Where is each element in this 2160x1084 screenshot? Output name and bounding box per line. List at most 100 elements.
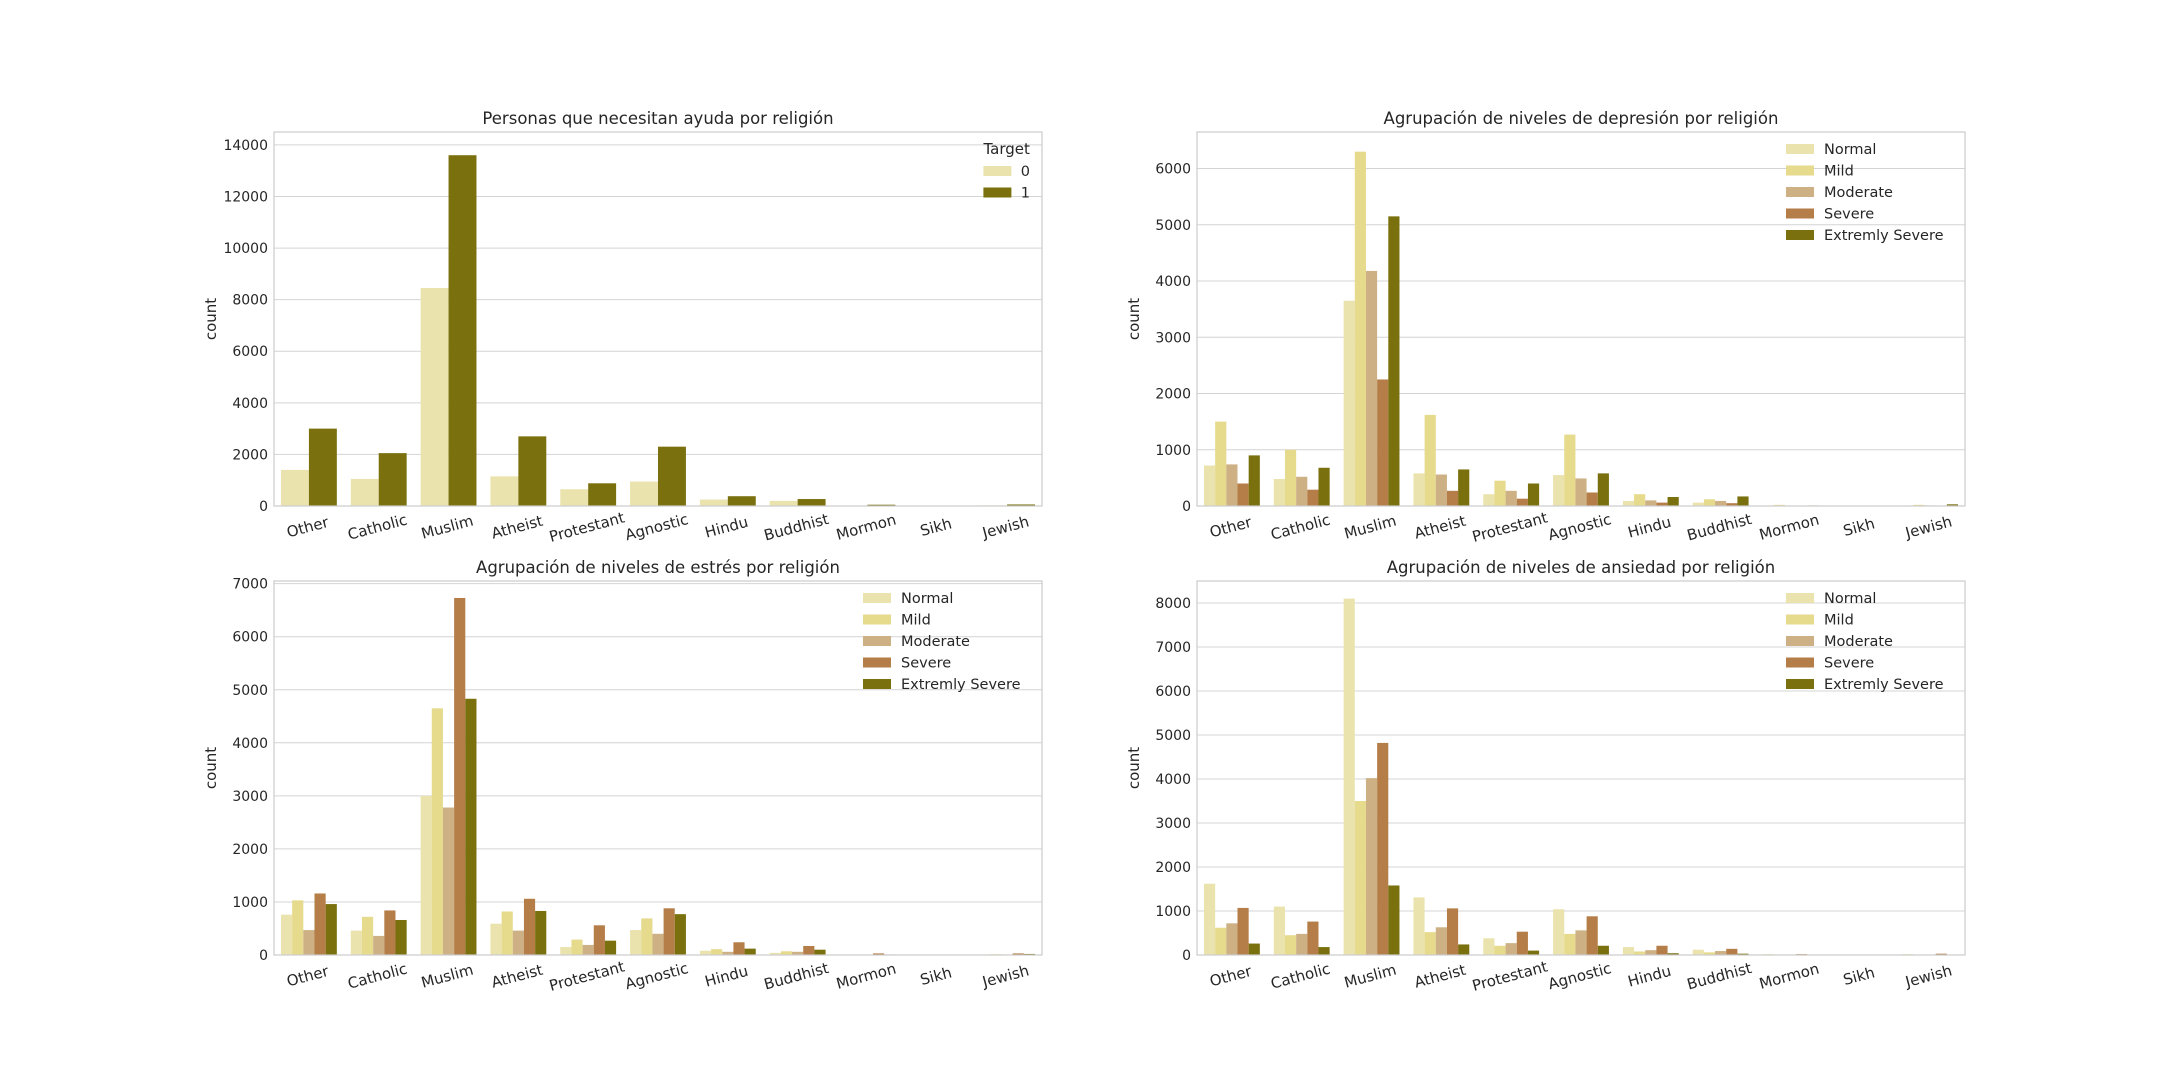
x-tick-label: Mormon bbox=[1757, 960, 1821, 993]
bar-severe-protestant bbox=[1517, 499, 1528, 506]
x-tick-label: Protestant bbox=[547, 508, 626, 545]
bar-normal-protestant bbox=[560, 947, 571, 955]
bar-1-muslim bbox=[449, 155, 477, 506]
legend-swatch bbox=[1786, 209, 1814, 219]
bar-1-protestant bbox=[588, 483, 616, 506]
bar-severe-catholic bbox=[1307, 922, 1318, 955]
x-tick-label: Protestant bbox=[1470, 957, 1549, 994]
legend-swatch bbox=[1786, 615, 1814, 625]
bar-severe-other bbox=[1237, 908, 1248, 955]
bar-0-buddhist bbox=[770, 501, 798, 506]
bar-extremly-severe-catholic bbox=[395, 920, 406, 955]
legend-label: Normal bbox=[1824, 591, 1876, 607]
x-tick-label: Atheist bbox=[489, 961, 544, 992]
x-tick-label: Hindu bbox=[1626, 513, 1673, 542]
bar-1-hindu bbox=[728, 496, 756, 506]
bar-severe-agnostic bbox=[1587, 916, 1598, 955]
bar-moderate-muslim bbox=[443, 808, 454, 955]
bar-mild-atheist bbox=[502, 911, 513, 955]
bar-moderate-hindu bbox=[1645, 500, 1656, 506]
y-tick-label: 6000 bbox=[1155, 162, 1191, 178]
legend-label: Extremly Severe bbox=[1824, 677, 1944, 693]
bar-normal-agnostic bbox=[1553, 475, 1564, 506]
y-tick-label: 7000 bbox=[1155, 640, 1191, 656]
bar-moderate-atheist bbox=[513, 931, 524, 955]
bar-moderate-catholic bbox=[1296, 934, 1307, 955]
x-tick-label: Catholic bbox=[346, 960, 409, 993]
legend-swatch bbox=[1786, 187, 1814, 197]
legend-swatch bbox=[983, 188, 1011, 198]
bar-normal-atheist bbox=[1413, 473, 1424, 506]
y-axis-label: count bbox=[202, 298, 220, 340]
bar-normal-protestant bbox=[1483, 938, 1494, 955]
x-tick-label: Muslim bbox=[1342, 961, 1398, 992]
bar-extremly-severe-hindu bbox=[745, 949, 756, 955]
bar-mild-muslim bbox=[432, 708, 443, 955]
y-tick-label: 14000 bbox=[223, 138, 268, 154]
bar-mild-other bbox=[1215, 928, 1226, 955]
bar-normal-protestant bbox=[1483, 494, 1494, 506]
bar-extremly-severe-muslim bbox=[1388, 216, 1399, 506]
bar-extremly-severe-agnostic bbox=[1598, 473, 1609, 506]
bar-mild-agnostic bbox=[641, 918, 652, 955]
legend-swatch bbox=[1786, 658, 1814, 668]
x-tick-label: Agnostic bbox=[623, 959, 690, 993]
bar-mild-other bbox=[1215, 422, 1226, 506]
y-tick-label: 6000 bbox=[232, 344, 268, 360]
bar-normal-buddhist bbox=[1693, 950, 1704, 955]
bar-normal-hindu bbox=[700, 951, 711, 955]
legend-label: Normal bbox=[901, 591, 953, 607]
legend-label: Severe bbox=[901, 656, 951, 672]
bar-normal-muslim bbox=[421, 796, 432, 955]
legend-swatch bbox=[863, 615, 891, 625]
x-tick-label: Muslim bbox=[419, 961, 475, 992]
bar-severe-muslim bbox=[1377, 379, 1388, 506]
legend-label: Mild bbox=[1824, 613, 1854, 629]
legend-swatch bbox=[1786, 230, 1814, 240]
x-tick-label: Muslim bbox=[1342, 512, 1398, 543]
bar-severe-catholic bbox=[384, 910, 395, 955]
y-tick-label: 2000 bbox=[232, 842, 268, 858]
bar-mild-catholic bbox=[362, 917, 373, 955]
legend-label: Moderate bbox=[901, 634, 970, 650]
bar-normal-agnostic bbox=[630, 930, 641, 955]
x-tick-label: Buddhist bbox=[762, 510, 831, 545]
bar-mild-protestant bbox=[1494, 481, 1505, 506]
bar-1-buddhist bbox=[798, 499, 826, 506]
legend-swatch bbox=[1786, 679, 1814, 689]
bar-normal-agnostic bbox=[1553, 909, 1564, 955]
x-tick-label: Agnostic bbox=[1546, 510, 1613, 544]
bar-1-other bbox=[309, 429, 337, 506]
x-tick-label: Sikh bbox=[1841, 514, 1876, 540]
bar-normal-atheist bbox=[490, 924, 501, 955]
y-tick-label: 2000 bbox=[1155, 860, 1191, 876]
bar-moderate-other bbox=[303, 930, 314, 955]
bar-severe-atheist bbox=[1447, 908, 1458, 955]
bar-moderate-protestant bbox=[1506, 943, 1517, 955]
bar-mild-muslim bbox=[1355, 152, 1366, 506]
bar-0-atheist bbox=[490, 476, 518, 506]
x-tick-label: Other bbox=[1208, 962, 1255, 991]
bar-mild-hindu bbox=[711, 949, 722, 955]
bar-moderate-muslim bbox=[1366, 778, 1377, 955]
x-tick-label: Mormon bbox=[834, 511, 898, 544]
x-tick-label: Jewish bbox=[980, 512, 1031, 542]
bar-severe-agnostic bbox=[1587, 493, 1598, 506]
bar-severe-other bbox=[314, 893, 325, 955]
bar-mild-agnostic bbox=[1564, 435, 1575, 506]
bar-mild-other bbox=[292, 900, 303, 955]
bar-severe-buddhist bbox=[1726, 949, 1737, 955]
bar-normal-other bbox=[281, 915, 292, 955]
bar-moderate-catholic bbox=[373, 936, 384, 955]
y-tick-label: 0 bbox=[1182, 499, 1191, 515]
bar-severe-atheist bbox=[524, 899, 535, 955]
bar-extremly-severe-protestant bbox=[1528, 951, 1539, 955]
y-tick-label: 3000 bbox=[232, 789, 268, 805]
x-tick-label: Other bbox=[1208, 513, 1255, 542]
x-tick-label: Catholic bbox=[1269, 960, 1332, 993]
bar-normal-catholic bbox=[1274, 907, 1285, 955]
